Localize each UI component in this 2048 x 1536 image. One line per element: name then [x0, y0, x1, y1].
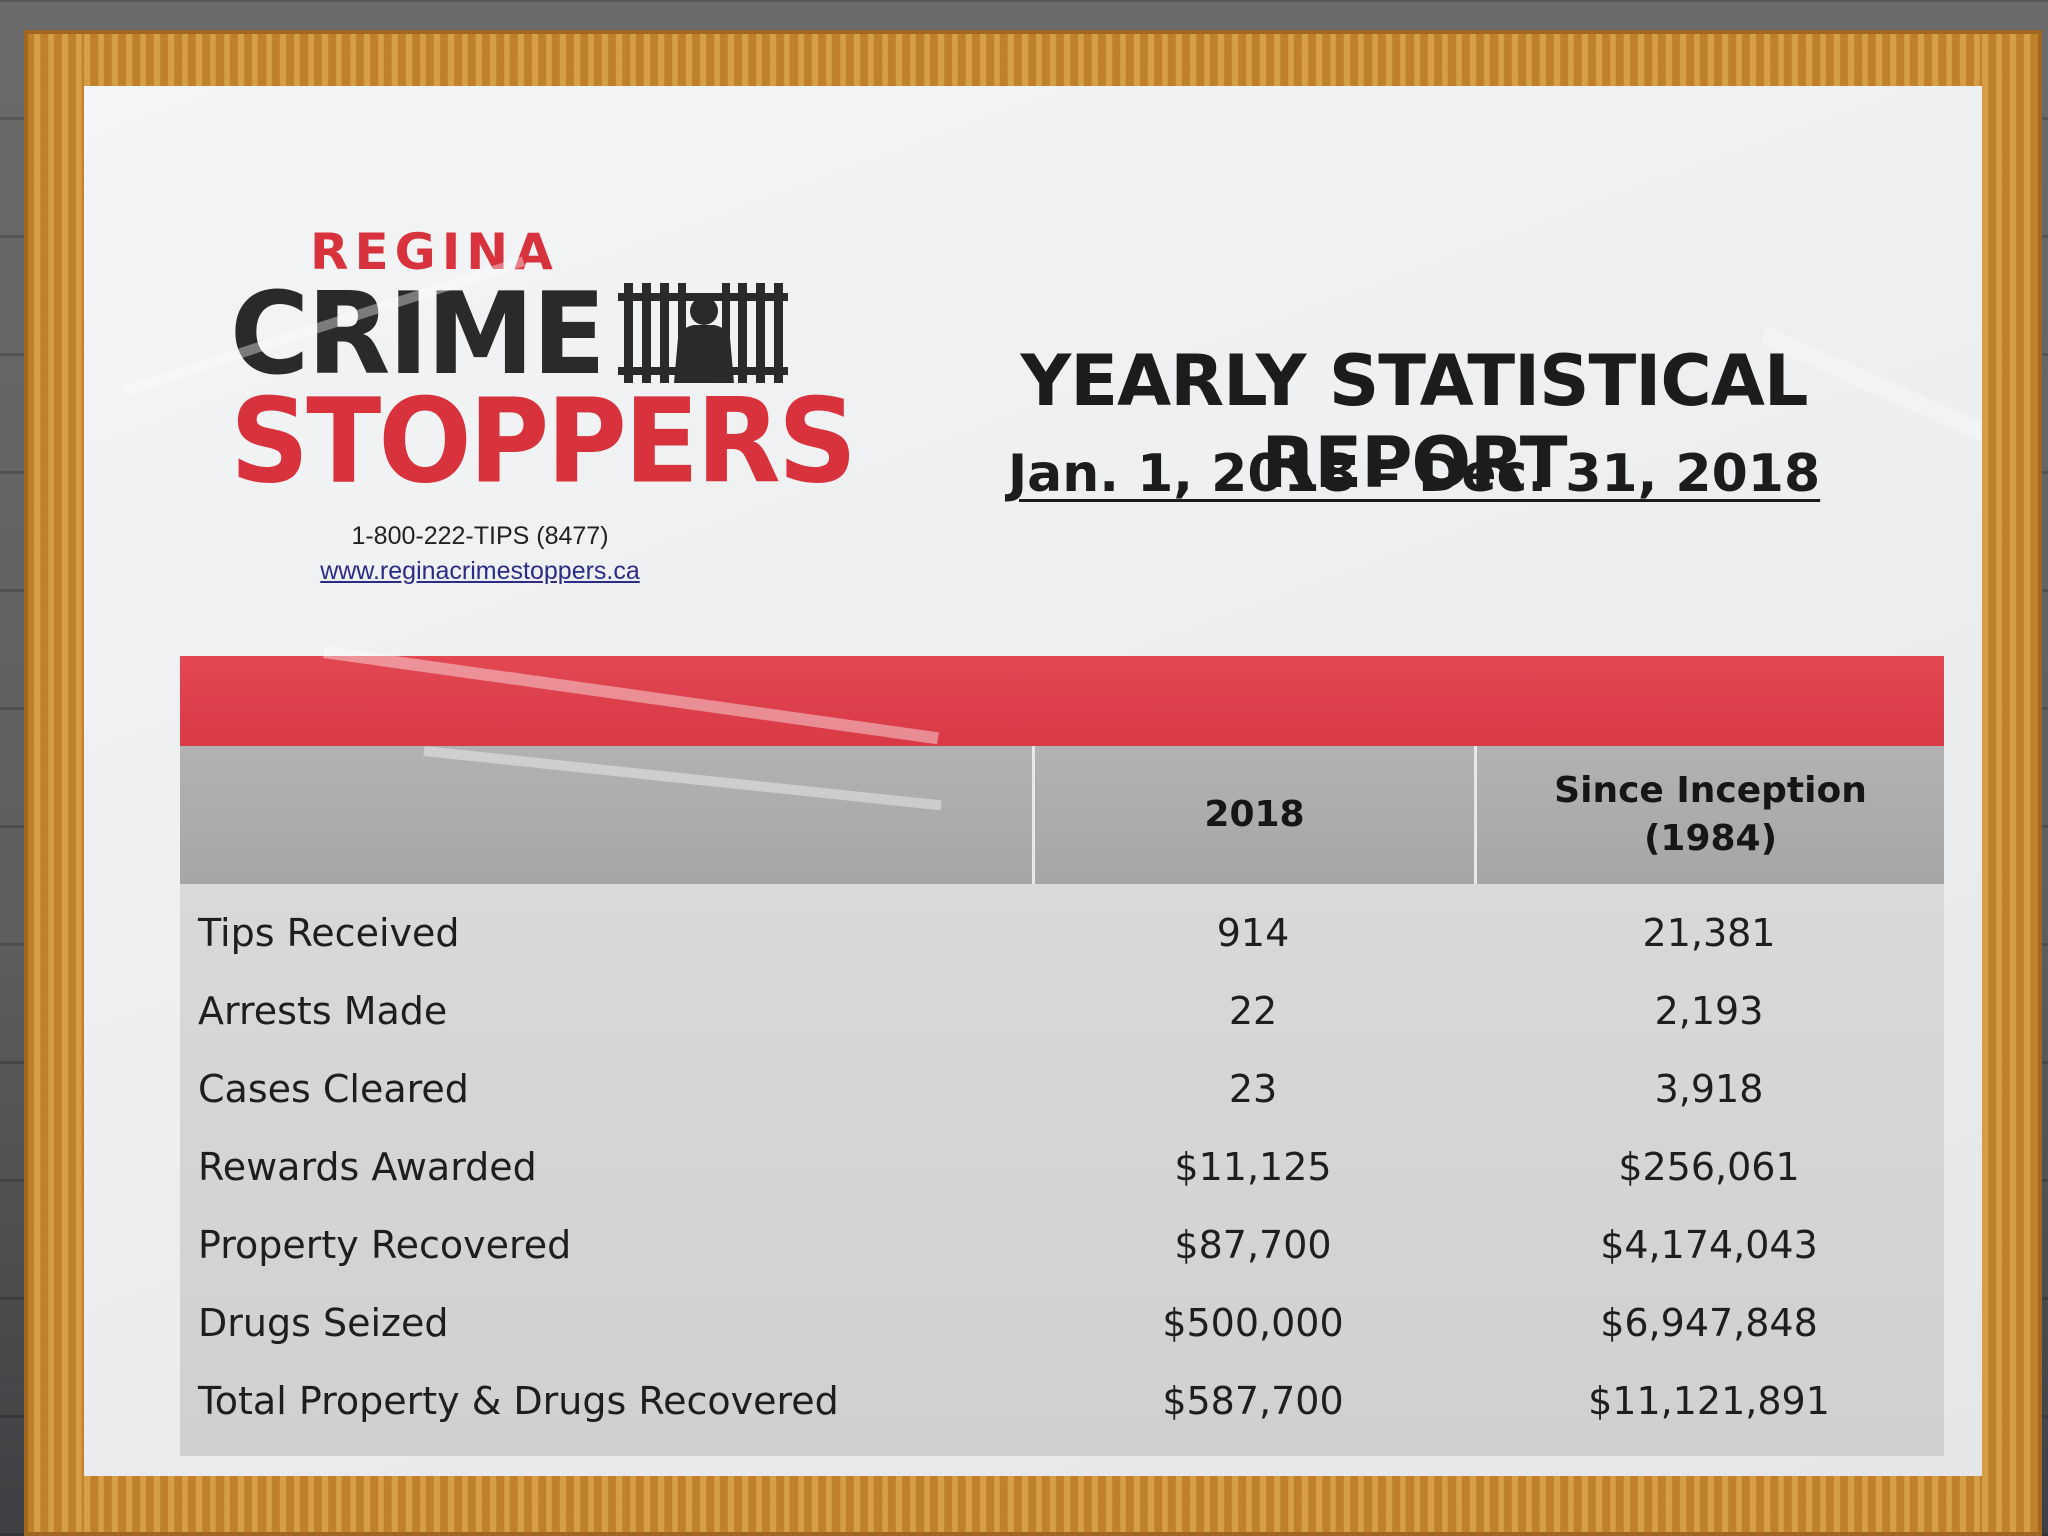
logo-stoppers-text: STOPPERS [230, 373, 857, 509]
row-value-since: 21,381 [1642, 911, 1776, 955]
row-label: Drugs Seized [198, 1301, 449, 1345]
table-header-row: 2018 Since Inception (1984) [180, 746, 1944, 884]
row-label: Total Property & Drugs Recovered [198, 1379, 839, 1423]
row-value-since: 2,193 [1654, 989, 1764, 1033]
row-label: Cases Cleared [198, 1067, 469, 1111]
table-row: Drugs Seized $500,000 $6,947,848 [180, 1284, 1944, 1362]
row-value-2018: $87,700 [1174, 1223, 1332, 1267]
row-value-2018: $587,700 [1162, 1379, 1344, 1423]
header-blank [180, 746, 1032, 884]
row-value-since: $11,121,891 [1588, 1379, 1830, 1423]
table-row: Tips Received 914 21,381 [180, 894, 1944, 972]
logo-crime-text: CRIME [230, 268, 606, 401]
report-date-range: Jan. 1, 2018 – Dec. 31, 2018 [864, 444, 1964, 504]
row-value-2018: 22 [1228, 989, 1278, 1033]
header-since-line2: (1984) [1643, 818, 1778, 859]
row-label: Arrests Made [198, 989, 448, 1033]
table-row: Cases Cleared 23 3,918 [180, 1050, 1944, 1128]
table-body: Tips Received 914 21,381 Arrests Made 22… [180, 884, 1944, 1456]
row-label: Rewards Awarded [198, 1145, 537, 1189]
crime-stoppers-logo: REGINA CRIME [230, 223, 857, 586]
row-value-2018: 914 [1216, 911, 1290, 955]
header-since-line1: Since Inception [1554, 770, 1867, 811]
report-dates-text: Jan. 1, 2018 – Dec. 31, 2018 [1007, 444, 1821, 504]
header-since-inception: Since Inception (1984) [1474, 746, 1944, 884]
row-label: Tips Received [198, 911, 460, 955]
statistics-table: 2018 Since Inception (1984) Tips Receive… [180, 656, 1944, 1456]
table-red-band [180, 656, 1944, 746]
row-value-since: $4,174,043 [1600, 1223, 1818, 1267]
website-link[interactable]: www.reginacrimestoppers.ca [320, 557, 640, 585]
jail-bars-icon [617, 282, 788, 388]
row-value-2018: $500,000 [1162, 1301, 1344, 1345]
table-row: Total Property & Drugs Recovered $587,70… [180, 1362, 1944, 1440]
table-row: Property Recovered $87,700 $4,174,043 [180, 1206, 1944, 1284]
row-value-since: 3,918 [1654, 1067, 1764, 1111]
picture-frame: REGINA CRIME [28, 34, 2038, 1532]
row-value-2018: 23 [1228, 1067, 1278, 1111]
row-value-since: $6,947,848 [1600, 1301, 1818, 1345]
table-row: Rewards Awarded $11,125 $256,061 [180, 1128, 1944, 1206]
row-value-2018: $11,125 [1174, 1145, 1332, 1189]
row-value-since: $256,061 [1618, 1145, 1800, 1189]
logo-regina-text: REGINA [310, 223, 559, 281]
tip-line-phone: 1-800-222-TIPS (8477) [351, 522, 609, 550]
report-title: YEARLY STATISTICAL REPORT [1020, 340, 1809, 504]
table-row: Arrests Made 22 2,193 [180, 972, 1944, 1050]
header-2018: 2018 [1032, 746, 1474, 884]
row-label: Property Recovered [198, 1223, 572, 1267]
poster: REGINA CRIME [84, 86, 1982, 1476]
logo-crime-row: CRIME [230, 268, 790, 401]
